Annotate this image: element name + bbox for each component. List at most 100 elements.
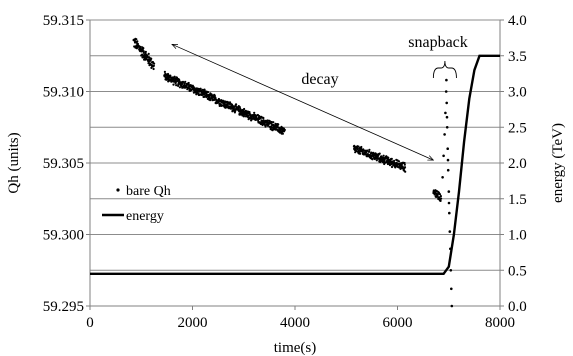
y-axis-right-label: energy (TeV): [550, 123, 566, 203]
y-left-tick-label: 59.300: [43, 228, 84, 244]
qh-point: [142, 51, 145, 55]
y-left-tick-label: 59.315: [43, 13, 84, 29]
qh-point: [371, 158, 374, 161]
qh-point: [137, 45, 140, 48]
qh-point: [403, 161, 406, 165]
qh-point: [397, 160, 401, 163]
y-right-tick-label: 4.0: [508, 13, 527, 29]
qh-point: [450, 287, 453, 291]
qh-point: [172, 83, 175, 86]
qh-point: [403, 163, 406, 166]
legend-energy-label: energy: [126, 209, 164, 224]
bare-qh-series: [132, 37, 454, 308]
qh-point: [442, 154, 445, 158]
qh-point: [360, 145, 363, 149]
qh-point: [440, 197, 443, 200]
legend-qh-marker: [116, 188, 120, 192]
qh-point: [264, 125, 267, 128]
qh-point: [445, 115, 449, 119]
qh-point: [439, 199, 442, 202]
qh-point: [379, 160, 382, 163]
qh-point: [447, 201, 451, 205]
qh-point: [147, 52, 150, 56]
grid-lines: [90, 55, 500, 271]
qh-point: [187, 81, 190, 85]
y-right-tick-label: 3.5: [508, 49, 527, 65]
qh-point: [446, 158, 450, 162]
tick-labels: 0 2000 4000 6000 8000 59.295 59.300 59.305 59.31…: [43, 13, 527, 331]
legend: bare Qh energy: [102, 184, 171, 224]
energy-line: [90, 54, 500, 275]
decay-label: decay: [301, 71, 338, 88]
y-right-tick-label: 1.0: [508, 228, 527, 244]
y-right-tick-label: 2.0: [508, 156, 527, 172]
qh-point: [145, 58, 148, 61]
qh-point: [450, 304, 454, 308]
qh-point: [378, 152, 381, 155]
qh-point: [393, 159, 396, 162]
qh-point: [272, 121, 275, 124]
qh-point: [390, 165, 394, 169]
qh-point: [446, 168, 450, 172]
qh-point: [152, 67, 155, 71]
snapback-label: snapback: [408, 34, 468, 51]
y-left-tick-label: 59.305: [43, 156, 84, 172]
qh-point: [387, 156, 390, 159]
qh-point: [283, 128, 286, 131]
qh-point: [136, 42, 139, 46]
qh-point: [184, 80, 187, 83]
qh-point: [445, 78, 448, 82]
y-right-tick-label: 3.0: [508, 85, 527, 101]
qh-point: [446, 147, 450, 150]
qh-point: [277, 123, 280, 126]
y-right-tick-label: 1.5: [508, 192, 527, 208]
energy-series: [90, 54, 500, 275]
x-tick-label: 2000: [178, 315, 208, 331]
qh-point: [235, 103, 238, 106]
qh-point: [404, 170, 407, 173]
qh-point: [136, 40, 139, 43]
y-right-tick-label: 0.5: [508, 263, 527, 279]
y-left-tick-label: 59.310: [43, 85, 84, 101]
qh-point: [281, 132, 284, 135]
qh-point: [445, 126, 449, 129]
qh-point: [153, 62, 156, 65]
qh-point: [444, 111, 447, 115]
qh-point: [175, 84, 178, 87]
qh-point: [152, 64, 155, 67]
qh-point: [443, 133, 446, 136]
qh-point: [150, 57, 153, 60]
qh-point: [262, 116, 265, 120]
x-tick-label: 6000: [383, 315, 413, 331]
qh-point: [359, 152, 362, 155]
qh-point: [447, 190, 451, 193]
x-tick-label: 4000: [280, 315, 310, 331]
y-right-tick-label: 2.5: [508, 120, 527, 136]
qh-point: [403, 166, 407, 169]
qh-point: [444, 90, 448, 93]
x-axis-label: time(s): [274, 340, 317, 356]
y-axis-left-label: Qh (units): [6, 132, 22, 193]
qh-point: [438, 193, 442, 196]
qh-point: [144, 50, 147, 53]
qh-point: [243, 107, 246, 111]
qh-point: [368, 150, 371, 153]
qh-point: [135, 38, 138, 41]
qh-point: [206, 91, 210, 94]
qh-point: [173, 75, 176, 78]
annotations: decay snapback: [172, 34, 468, 160]
qh-point: [448, 211, 451, 215]
x-tick-label: 0: [86, 315, 94, 331]
snapback-brace: [432, 60, 457, 79]
x-tick-label: 8000: [485, 315, 515, 331]
qh-point: [439, 195, 442, 198]
y-right-tick-label: 0.0: [508, 299, 527, 315]
qh-point: [163, 70, 166, 73]
qh-point: [368, 148, 371, 151]
qh-point: [382, 154, 385, 157]
legend-qh-label: bare Qh: [126, 184, 171, 199]
qh-point: [449, 269, 453, 272]
qh-point: [247, 114, 250, 117]
qh-point: [448, 230, 452, 233]
